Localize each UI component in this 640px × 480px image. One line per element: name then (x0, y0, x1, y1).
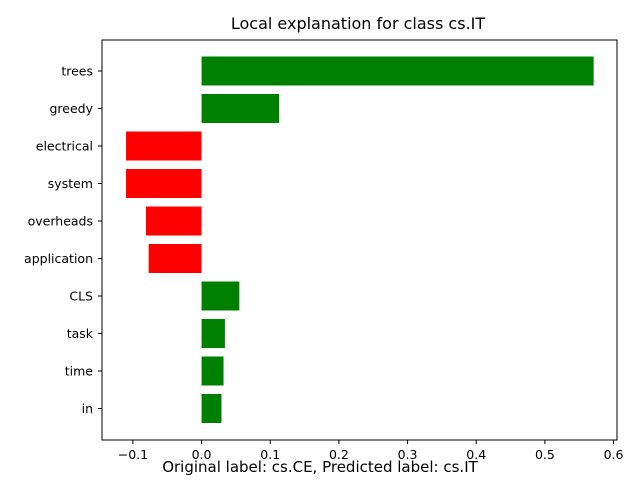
bar-system (126, 169, 202, 198)
y-tick-label: in (82, 401, 93, 416)
x-tick-label: 0.1 (260, 447, 280, 462)
chart-title: Local explanation for class cs.IT (231, 14, 486, 33)
bar-in (201, 394, 222, 423)
x-tick-label: 0.3 (398, 447, 418, 462)
bar-time (201, 356, 224, 386)
y-tick-label: electrical (36, 139, 93, 154)
x-tick-label: 0.6 (604, 447, 624, 462)
plot-frame (101, 39, 618, 441)
y-tick-label: trees (61, 64, 93, 79)
y-tick-label: application (24, 251, 93, 266)
x-tick-label: 0.0 (192, 447, 212, 462)
bar-cls (201, 281, 240, 311)
label-caption: Original label: cs.CE, Predicted label: … (162, 458, 478, 476)
y-tick-label: overheads (28, 214, 93, 229)
y-tick-label: system (48, 176, 93, 191)
x-tick-label: 0.4 (466, 447, 486, 462)
bar-electrical (126, 131, 202, 161)
bar-application (148, 244, 202, 273)
y-tick-label: greedy (49, 101, 93, 116)
x-tick-label: 0.5 (535, 447, 555, 462)
x-tick-label: 0.2 (329, 447, 349, 462)
bar-trees (201, 56, 594, 86)
bar-greedy (201, 94, 280, 123)
x-tick-label: −0.1 (118, 447, 148, 462)
bar-task (201, 319, 225, 348)
x-axis-ticks: −0.1 0.0 0.1 0.2 0.3 0.4 0.5 0.6 (118, 440, 624, 462)
bar-overheads (145, 206, 202, 236)
y-axis-ticks: trees greedy electrical system overheads appl… (24, 64, 102, 416)
bars-group (126, 56, 594, 423)
y-tick-label: CLS (69, 289, 93, 304)
y-tick-label: task (67, 326, 94, 341)
y-tick-label: time (65, 364, 94, 379)
